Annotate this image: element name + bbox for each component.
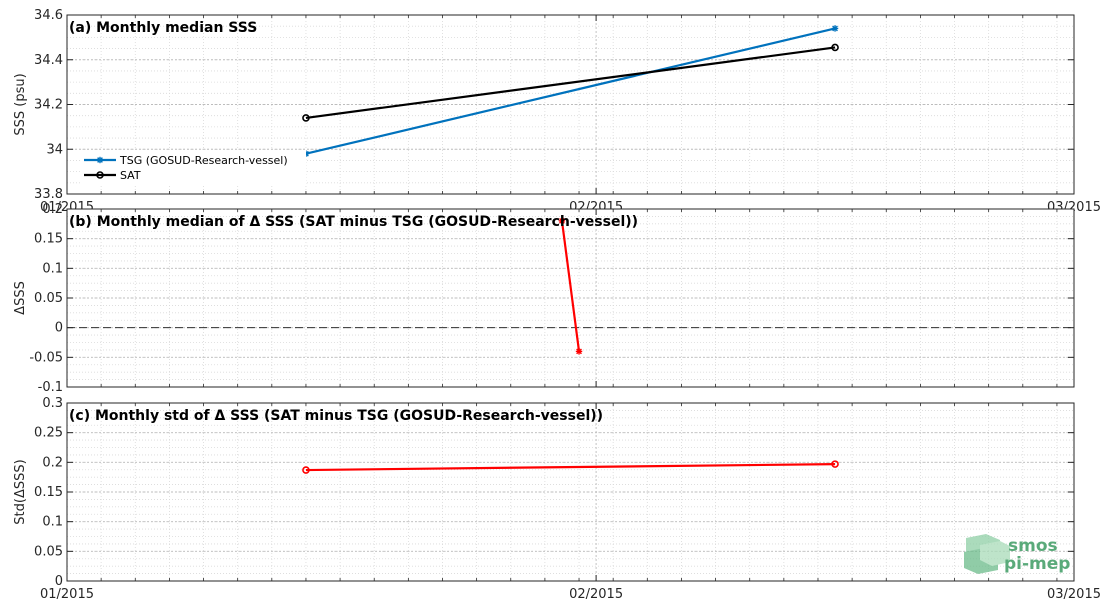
panel-2: -0.1 -0.05 0 0.05 0.1 0.15 0.2 ΔSSS (b) Monthly … <box>13 202 1075 395</box>
y-tick-label: 0.05 <box>34 544 63 559</box>
series-1 <box>558 217 583 355</box>
legend-entry: TSG (GOSUD-Research-vessel) <box>84 154 288 167</box>
axes-box <box>66 14 1075 195</box>
data-point <box>831 43 839 52</box>
legend-marker-stroke-3 <box>97 157 103 163</box>
y-tick-label: 34 <box>46 142 63 157</box>
data-point-stroke-3 <box>832 25 838 32</box>
x-tick-label: 03/2015 <box>1047 587 1101 602</box>
x-tick-label: 02/2015 <box>569 587 623 602</box>
series-1 <box>302 460 839 474</box>
y-tick-label: 0.15 <box>34 232 63 247</box>
legend: TSG (GOSUD-Research-vessel) SAT <box>80 150 306 184</box>
panel-title: (c) Monthly std of Δ SSS (SAT minus TSG … <box>69 408 603 424</box>
y-tick-label: 34.2 <box>34 98 63 113</box>
data-point <box>831 460 839 468</box>
data-point <box>575 348 583 355</box>
x-tick-label: 01/2015 <box>40 587 94 602</box>
legend-marker <box>96 171 104 179</box>
y-tick-label: -0.05 <box>29 350 63 365</box>
y-tick-label: 33.8 <box>34 187 63 202</box>
data-point-stroke-3 <box>559 217 565 224</box>
panel-title: (b) Monthly median of Δ SSS (SAT minus T… <box>69 214 638 230</box>
y-tick-label: 0 <box>55 321 63 336</box>
smos-pi-mep-logo: smos pi-mep <box>964 534 1070 574</box>
logo-line1: smos <box>1008 536 1058 556</box>
series-line <box>305 27 836 155</box>
series-2 <box>302 43 839 122</box>
y-tick-label: 0.3 <box>42 396 63 411</box>
legend-box <box>80 150 306 184</box>
legend-label: TSG (GOSUD-Research-vessel) <box>119 154 288 167</box>
series-line <box>305 463 836 472</box>
y-axis-label: Std(ΔSSS) <box>13 459 28 524</box>
logo-line2: pi-mep <box>1004 554 1070 574</box>
legend-label: SAT <box>120 169 141 182</box>
plot-area <box>67 209 1074 387</box>
data-point <box>302 466 310 474</box>
logo-mark-icon <box>964 534 1010 574</box>
y-tick-label: 34.6 <box>34 8 63 23</box>
legend-marker <box>96 156 104 164</box>
y-tick-label: 0.2 <box>42 202 63 217</box>
y-axis-label: SSS (psu) <box>13 73 28 135</box>
data-point-stroke-3 <box>576 348 582 355</box>
legend-entry: SAT <box>84 169 141 182</box>
y-tick-label: 0.1 <box>42 515 63 530</box>
y-axis-label: ΔSSS <box>13 281 28 315</box>
y-tick-label: 0.25 <box>34 426 63 441</box>
data-point <box>558 217 566 225</box>
data-point <box>302 114 310 122</box>
y-tick-label: -0.1 <box>38 380 63 395</box>
axes-box <box>66 402 1075 582</box>
data-point <box>831 25 839 32</box>
y-tick-label: 0 <box>55 574 63 589</box>
axes-box <box>66 208 1075 388</box>
series-line <box>305 46 836 120</box>
panel-3: 0 0.05 0.1 0.15 0.2 0.25 0.3 01/2015 02/2015 03/2… <box>13 396 1101 602</box>
y-tick-label: 0.15 <box>34 485 63 500</box>
y-tick-label: 0.1 <box>42 261 63 276</box>
y-tick-label: 0.05 <box>34 291 63 306</box>
series-line <box>560 220 581 352</box>
plot-area <box>67 403 1074 581</box>
panels-group: 33.8 34 34.2 34.4 34.6 01/2015 02/2015 03/2015 S… <box>13 8 1101 602</box>
y-tick-label: 0.2 <box>42 455 63 470</box>
panel-title: (a) Monthly median SSS <box>69 20 257 36</box>
y-tick-label: 34.4 <box>34 53 63 68</box>
